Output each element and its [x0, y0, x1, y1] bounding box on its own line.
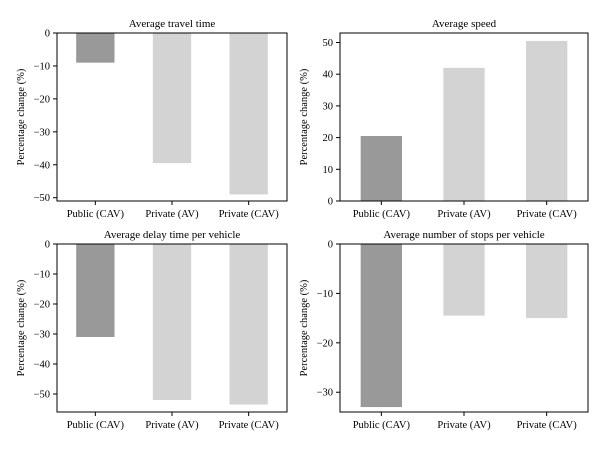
y-tick-label: 50	[323, 38, 334, 49]
bar-1	[76, 244, 115, 337]
bar-1	[360, 136, 402, 201]
y-tick-label: −10	[317, 289, 333, 300]
y-axis-label: Percentage change (%)	[16, 279, 27, 376]
x-tick-label: Public (CAV)	[67, 209, 125, 220]
y-tick-label: −40	[34, 160, 50, 171]
chart-panel-2: 0 10 20 30 40 50 Public (CAV) Private (AV) Priva…	[299, 18, 589, 220]
y-tick-label: 40	[323, 70, 334, 81]
x-tick-label: Private (CAV)	[517, 209, 578, 220]
y-tick-label: 30	[323, 101, 334, 112]
x-tick-label: Private (CAV)	[219, 209, 280, 220]
y-tick-label: 0	[328, 197, 333, 208]
y-tick-label: −50	[34, 390, 50, 401]
y-axis-label: Percentage change (%)	[16, 68, 27, 165]
bar-2	[152, 244, 192, 400]
y-tick-label: −50	[34, 193, 50, 204]
bar-2	[443, 244, 485, 316]
x-tick-label: Private (AV)	[145, 420, 199, 431]
y-axis-label: Percentage change (%)	[299, 68, 310, 165]
x-tick-label: Private (CAV)	[517, 420, 578, 431]
y-tick-label: −20	[34, 94, 50, 105]
y-tick-label: −20	[34, 300, 50, 311]
chart-title: Average travel time	[129, 18, 216, 30]
chart-title: Average delay time per vehicle	[104, 229, 241, 241]
y-tick-label: 0	[328, 240, 333, 251]
x-tick-label: Public (CAV)	[67, 420, 125, 431]
bar-1	[76, 33, 115, 63]
y-tick-label: −10	[34, 61, 50, 72]
bar-3	[229, 33, 268, 195]
y-tick-label: −30	[34, 330, 50, 341]
x-tick-label: Private (AV)	[437, 420, 491, 431]
x-tick-label: Public (CAV)	[353, 209, 411, 220]
y-tick-label: −30	[34, 127, 50, 138]
bar-3	[526, 40, 568, 201]
y-tick-label: −30	[317, 388, 333, 399]
chart-panel-1: 0 −10 −20 −30 −40 −50 Public (CAV) Private (AV)…	[16, 18, 288, 220]
bar-3	[526, 244, 568, 319]
y-tick-label: −40	[34, 360, 50, 371]
y-tick-label: 10	[323, 165, 334, 176]
bar-1	[360, 244, 402, 408]
x-tick-label: Private (CAV)	[219, 420, 280, 431]
bar-2	[443, 67, 485, 202]
x-tick-label: Private (AV)	[145, 209, 199, 220]
chart-title: Average speed	[432, 18, 497, 30]
y-tick-label: 0	[45, 240, 50, 251]
chart-panel-4: 0 −10 −20 −30 Public (CAV) Private (AV) Privat…	[299, 229, 589, 431]
y-tick-label: −10	[34, 270, 50, 281]
chart-title: Average number of stops per vehicle	[383, 229, 544, 241]
x-tick-label: Public (CAV)	[353, 420, 411, 431]
y-tick-label: 20	[323, 133, 334, 144]
y-tick-label: −20	[317, 338, 333, 349]
x-tick-label: Private (AV)	[437, 209, 491, 220]
bar-2	[152, 33, 192, 164]
bar-3	[229, 244, 268, 405]
y-tick-label: 0	[45, 29, 50, 40]
y-axis-label: Percentage change (%)	[299, 279, 310, 376]
chart-panel-3: 0 −10 −20 −30 −40 −50 Public (CAV) Private (AV)…	[16, 229, 288, 431]
